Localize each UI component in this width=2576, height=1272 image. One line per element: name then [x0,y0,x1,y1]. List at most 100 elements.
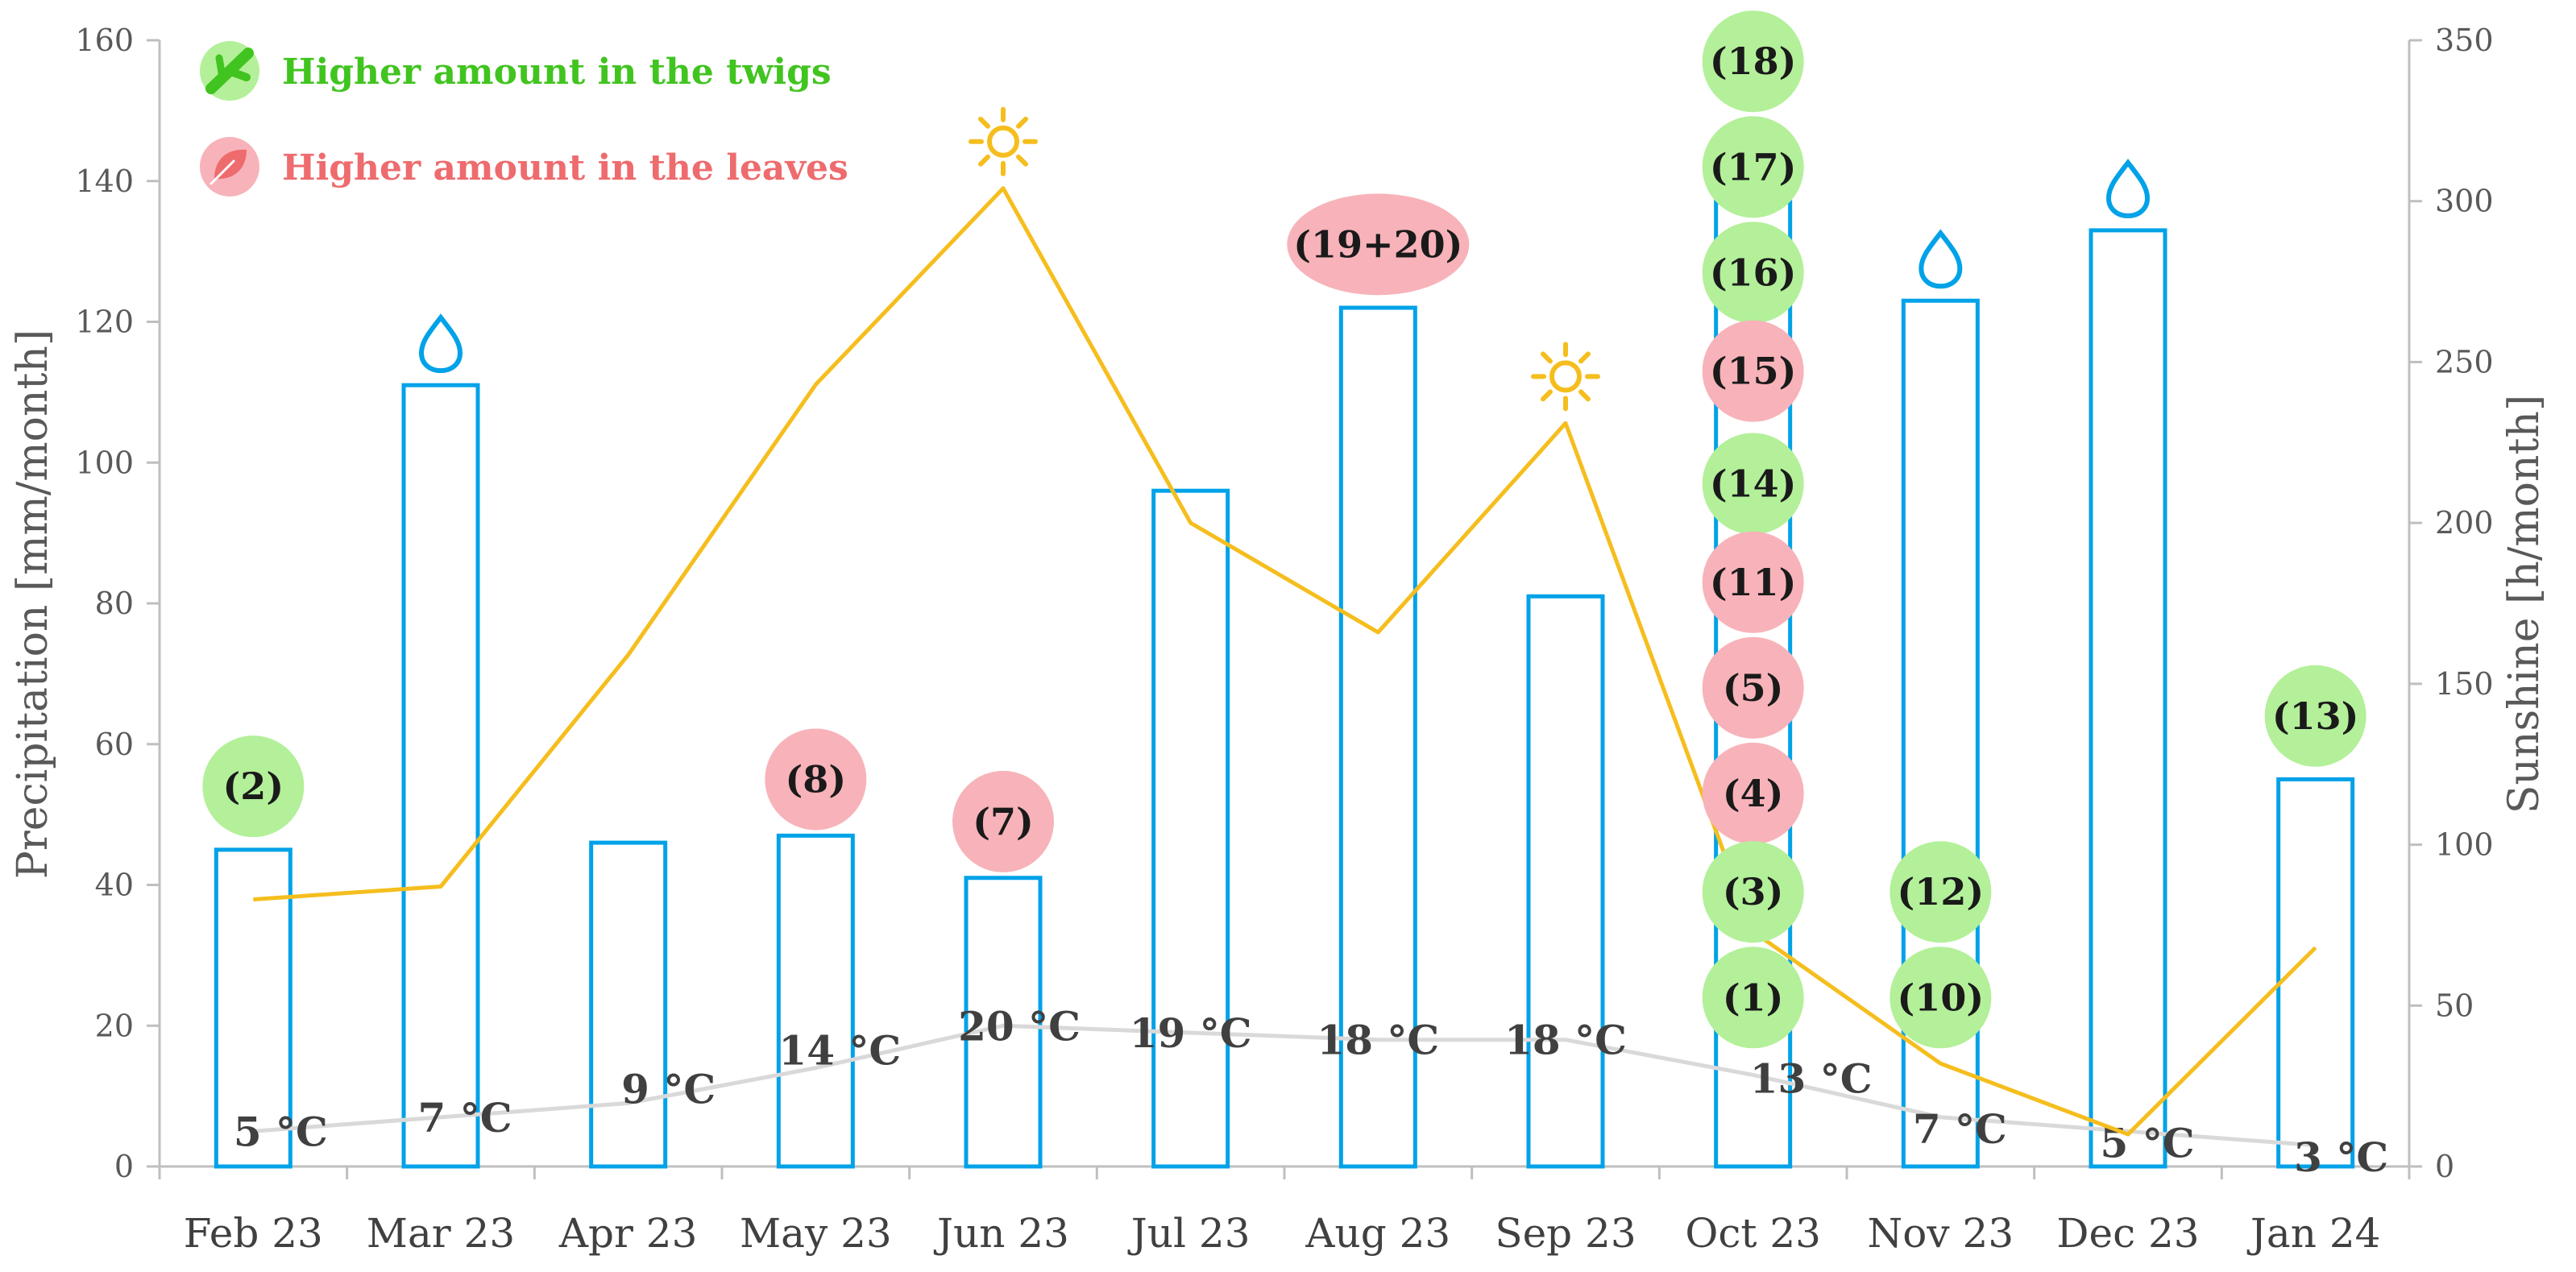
x-tick-label: Mar 23 [367,1210,515,1257]
badge-label: (5) [1723,666,1784,710]
temperature-label: 5 °C [2101,1119,2195,1166]
y2-tick-label: 50 [2435,988,2474,1023]
temperature-label: 3 °C [2294,1133,2388,1181]
badge-label: (2) [223,764,284,808]
precipitation-bar [2089,228,2167,1169]
temperature-label: 7 °C [418,1094,512,1141]
y-tick-label: 140 [75,164,134,199]
badge-twigs: (18) [1702,10,1804,113]
precipitation-bar [401,383,480,1169]
twig-icon [205,48,254,94]
badge-label: (17) [1710,145,1797,189]
temperature-label: 14 °C [778,1027,901,1075]
badge-shape [1702,433,1804,535]
badge-leaves: (5) [1702,636,1804,739]
badge-leaves: (15) [1702,320,1804,422]
legend-item-leaves: Higher amount in the leaves [200,137,848,197]
y-tick-label: 20 [95,1008,134,1043]
legend-item-twigs: Higher amount in the twigs [200,41,832,101]
badge-label: (11) [1710,561,1797,604]
y2-tick-label: 200 [2435,505,2494,541]
x-tick-label: Jun 23 [933,1210,1069,1257]
right-axis-ticks: 0 50 100 150 200 250 300 350 [2409,23,2494,1184]
drop-icon [2109,163,2147,216]
y-tick-label: 40 [95,868,134,903]
badge-label: (7) [973,800,1034,843]
badge-shape [1287,193,1470,296]
badge-twigs: (10) [1889,947,1992,1049]
temperature-label: 9 °C [621,1065,716,1112]
precipitation-bar [964,876,1043,1169]
badge-twigs: (17) [1702,116,1804,218]
x-tick-label: Apr 23 [558,1210,698,1257]
drop-icon [1921,233,1960,286]
badge-shape [765,728,867,831]
precipitation-bar [1338,305,1417,1169]
x-axis-tick-labels: Feb 23 Mar 23 Apr 23 May 23 Jun 23 Jul 23 Aug … [158,1166,2411,1257]
temperature-label: 19 °C [1130,1009,1252,1057]
y-axis-title: Precipitation [mm/month] [9,329,57,879]
badge-twigs: (14) [1702,433,1804,535]
temperature-label: 20 °C [958,1002,1081,1050]
badge-label: (16) [1710,251,1797,294]
precipitation-bars [214,200,2355,1169]
badge-shape [1702,531,1804,633]
y2-tick-label: 150 [2435,666,2494,702]
x-tick-label: Nov 23 [1868,1210,2014,1257]
badge-shape [202,735,305,838]
temperature-label: 7 °C [1913,1105,2007,1153]
sunshine-series [253,186,2317,1137]
badge-twigs: (16) [1702,222,1804,324]
temperature-label: 18 °C [1317,1017,1439,1064]
badge-shape [1702,841,1804,943]
temperature-label: 13 °C [1750,1054,1873,1102]
badge-shape [952,770,1054,872]
x-tick-label: Jul 23 [1127,1210,1251,1257]
sun-icon [971,110,1035,174]
badge-twigs: (1) [1702,947,1804,1049]
y-tick-label: 100 [75,445,134,480]
badge-twigs: (13) [2264,665,2367,767]
temperature-line [253,1023,2316,1148]
badge-label: (13) [2272,694,2359,738]
badge-shape [1889,947,1992,1049]
legend: Higher amount in the twigs Higher amount… [200,41,848,197]
precipitation-bar [589,840,668,1169]
temperature-series: 5 °C 7 °C 9 °C 14 °C 20 °C 19 °C 18 °C 18 °C 13 … [234,1002,2388,1181]
badge-label: (1) [1723,976,1784,1019]
badge-twigs: (3) [1702,841,1804,943]
badge-shape [1702,636,1804,739]
badge-leaves: (4) [1702,742,1804,844]
x-tick-label: Dec 23 [2056,1210,2199,1257]
x-tick-label: Aug 23 [1305,1210,1450,1257]
badge-shape [2264,665,2367,767]
precipitation-bar [214,847,292,1169]
x-tick-label: Jan 24 [2246,1210,2381,1257]
legend-label-leaves: Higher amount in the leaves [282,147,848,189]
y2-tick-label: 300 [2435,184,2494,219]
x-tick-label: Oct 23 [1685,1210,1821,1257]
leaf-icon [209,149,247,185]
precipitation-bar [1151,488,1230,1169]
badge-leaves: (11) [1702,531,1804,633]
x-tick-label: Feb 23 [184,1210,323,1257]
drop-icon [421,317,460,371]
y-tick-label: 160 [75,23,134,58]
y2-tick-label: 350 [2435,23,2494,58]
badge-label: (15) [1710,350,1797,393]
y-tick-label: 80 [95,586,134,621]
badge-label: (4) [1723,772,1784,815]
badge-label: (14) [1710,462,1797,505]
sun-icon [1533,344,1598,408]
badge-shape [1702,222,1804,324]
badge-leaves: (8) [765,728,867,831]
legend-label-twigs: Higher amount in the twigs [282,52,832,93]
badge-shape [1702,947,1804,1049]
badge-label: (18) [1710,39,1797,83]
precipitation-bar [1526,594,1605,1169]
badge-shape [1702,320,1804,422]
left-axis-ticks: 0 20 40 60 80 100 120 140 160 [75,23,160,1184]
temperature-label: 18 °C [1504,1017,1627,1064]
badge-twigs: (2) [202,735,305,838]
y2-tick-label: 250 [2435,344,2494,379]
